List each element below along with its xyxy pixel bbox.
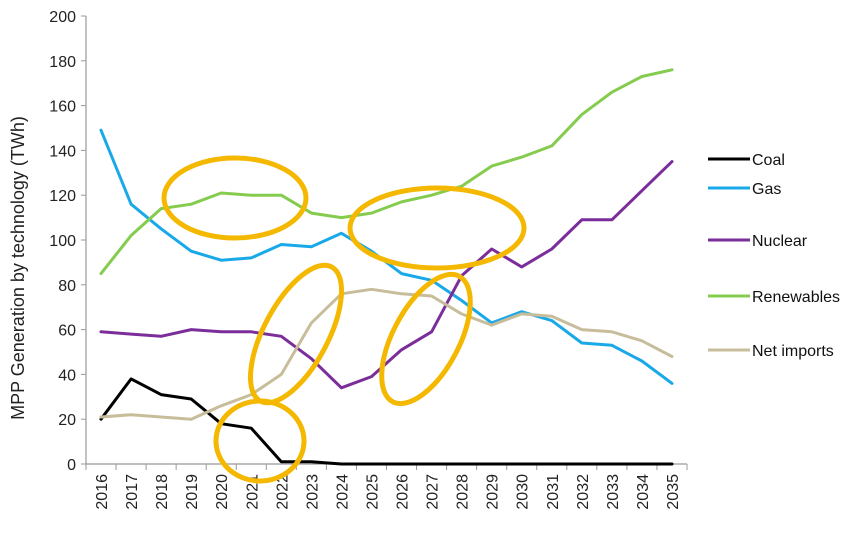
y-tick-label: 180 xyxy=(49,54,76,71)
y-axis-label: MPP Generation by technology (TWh) xyxy=(8,116,28,420)
x-tick-label: 2016 xyxy=(94,474,111,510)
highlight-ellipse-2 xyxy=(350,188,524,268)
x-tick-label: 2026 xyxy=(395,474,412,510)
x-tick-label: 2030 xyxy=(515,474,532,510)
x-tick-label: 2017 xyxy=(124,474,141,510)
x-tick-label: 2029 xyxy=(485,474,502,510)
x-tick-label: 2024 xyxy=(334,474,351,510)
x-tick-label: 2031 xyxy=(545,474,562,510)
x-tick-label: 2020 xyxy=(214,474,231,510)
x-tick-label: 2035 xyxy=(665,474,682,510)
x-tick-label: 2027 xyxy=(425,474,442,510)
x-tick-label: 2028 xyxy=(455,474,472,510)
x-tick-label: 2018 xyxy=(154,474,171,510)
y-tick-label: 160 xyxy=(49,99,76,116)
highlight-ellipse-4 xyxy=(364,261,489,417)
y-tick-label: 0 xyxy=(67,457,76,474)
x-tick-label: 2033 xyxy=(605,474,622,510)
y-tick-label: 140 xyxy=(49,143,76,160)
x-tick-label: 2032 xyxy=(575,474,592,510)
legend-label-coal: Coal xyxy=(752,152,785,169)
series-line-renewables xyxy=(101,70,672,274)
x-tick-label: 2034 xyxy=(635,474,652,510)
y-tick-label: 80 xyxy=(58,278,76,295)
legend-label-renewables: Renewables xyxy=(752,289,840,306)
legend-label-nuclear: Nuclear xyxy=(752,233,808,250)
x-tick-label: 2019 xyxy=(184,474,201,510)
series-layer xyxy=(101,70,672,464)
x-tick-label: 2023 xyxy=(304,474,321,510)
y-tick-label: 120 xyxy=(49,188,76,205)
legend-label-net-imports: Net imports xyxy=(752,343,834,360)
y-tick-label: 100 xyxy=(49,233,76,250)
y-tick-label: 60 xyxy=(58,323,76,340)
legend: Coal Gas Nuclear Renewables Net imports xyxy=(708,152,840,360)
x-tick-label: 2025 xyxy=(364,474,381,510)
highlight-ellipse-3 xyxy=(232,252,360,416)
y-tick-label: 40 xyxy=(58,367,76,384)
legend-label-gas: Gas xyxy=(752,181,781,198)
y-tick-label: 20 xyxy=(58,412,76,429)
annotation-layer xyxy=(164,158,524,481)
axes: 0 20 40 60 80 100 120 140 160 180 200 2016 2017 2018 2… xyxy=(49,9,687,510)
y-tick-label: 200 xyxy=(49,9,76,26)
highlight-ellipse-5 xyxy=(216,401,304,481)
